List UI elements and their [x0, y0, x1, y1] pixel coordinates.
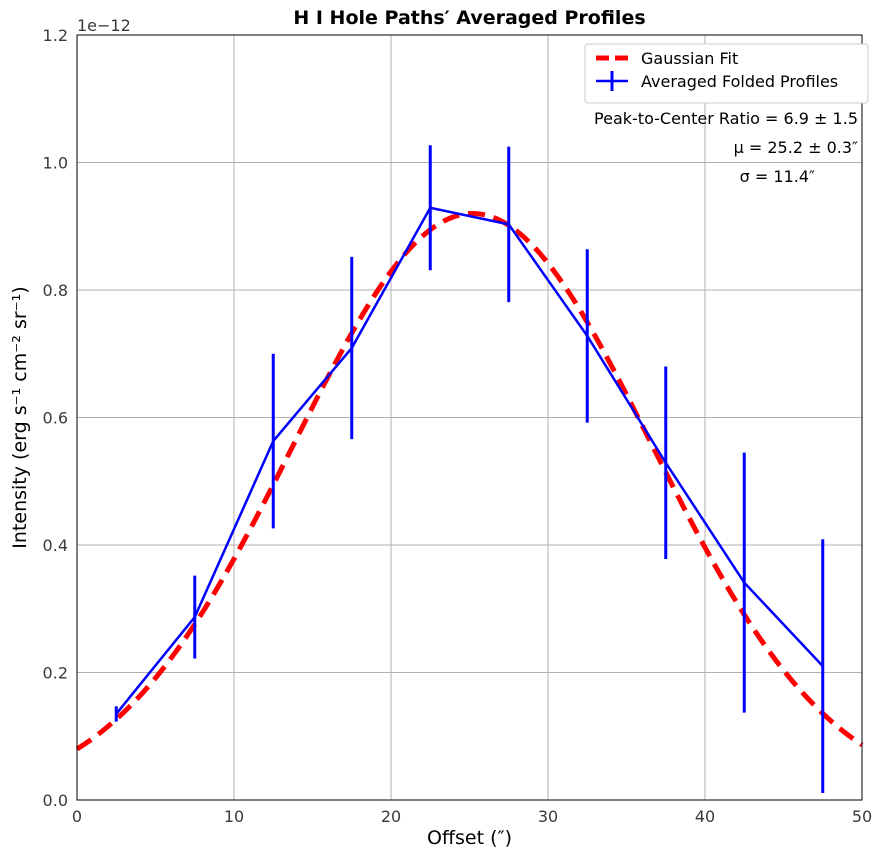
- legend-label-profiles: Averaged Folded Profiles: [641, 72, 838, 91]
- legend-box: [584, 43, 869, 104]
- y-tick-label: 0.0: [43, 791, 68, 810]
- series-layer: [75, 145, 864, 793]
- annotation-peak-ratio: Peak-to-Center Ratio = 6.9 ± 1.5: [594, 109, 858, 128]
- x-tick-label: 20: [381, 807, 401, 826]
- x-tick-label: 0: [72, 807, 82, 826]
- legend: Gaussian Fit Averaged Folded Profiles: [584, 43, 869, 104]
- plot-frame: [76, 34, 863, 801]
- y-tick-label: 0.6: [43, 409, 68, 428]
- legend-label-gaussian: Gaussian Fit: [641, 49, 738, 68]
- tick-labels: 0 10 20 30 40 50 0.0 0.2 0.4 0.6 0.8 1.0 1.2: [43, 26, 873, 826]
- y-tick-label: 0.8: [43, 281, 68, 300]
- chart-title: H I Hole Paths′ Averaged Profiles: [293, 7, 645, 29]
- y-tick-label: 1.0: [43, 154, 68, 173]
- x-tick-label: 10: [224, 807, 244, 826]
- gridlines: [76, 34, 863, 801]
- y-tick-label: 0.2: [43, 664, 68, 683]
- y-tick-label: 0.4: [43, 536, 68, 555]
- x-tick-label: 30: [538, 807, 558, 826]
- gaussian-fit-line: [75, 211, 864, 752]
- y-offset-label: 1e−12: [77, 16, 131, 35]
- y-tick-label: 1.2: [43, 26, 68, 45]
- x-tick-label: 40: [695, 807, 715, 826]
- x-tick-label: 50: [852, 807, 872, 826]
- averaged-profile-line: [115, 206, 824, 715]
- annotation-mu: μ = 25.2 ± 0.3″: [734, 138, 858, 157]
- y-axis-label: Intensity (erg s⁻¹ cm⁻² sr⁻¹): [9, 286, 31, 548]
- annotation-sigma: σ = 11.4″: [740, 167, 815, 186]
- x-axis-label: Offset (″): [427, 827, 512, 849]
